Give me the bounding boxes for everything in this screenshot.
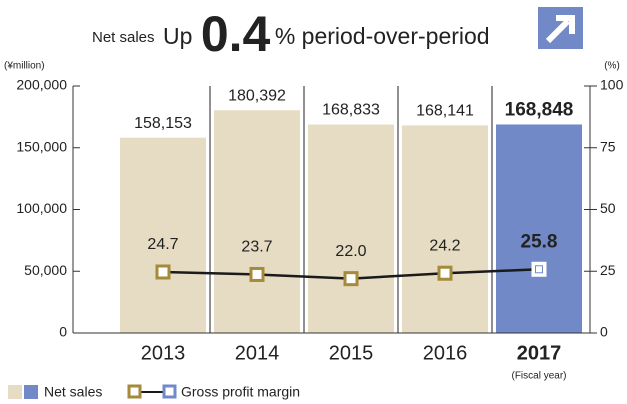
legend-marker-highlight <box>162 384 177 399</box>
margin-value-label: 22.0 <box>335 243 366 260</box>
bar <box>308 124 394 333</box>
x-tick-label: 2014 <box>235 342 280 364</box>
y-tick-label: 150,000 <box>16 138 67 154</box>
headline-figure: 0.4 <box>201 6 271 62</box>
headline-label: Net sales <box>92 29 155 46</box>
headline: Net sales Up 0.4 % period-over-period <box>92 6 490 62</box>
bar-value-label: 168,848 <box>505 99 574 120</box>
margin-value-label: 23.7 <box>241 239 272 256</box>
y2-tick-label: 50 <box>600 200 616 216</box>
y2-axis-label: (%) <box>604 61 620 72</box>
y2-tick-label: 0 <box>600 324 608 340</box>
y-tick-label: 0 <box>59 324 67 340</box>
y2-tick-label: 100 <box>600 77 624 93</box>
margin-value-label: 24.2 <box>429 237 460 254</box>
margin-marker <box>531 261 547 277</box>
bar-value-label: 168,141 <box>416 103 474 120</box>
x-tick-label: 2016 <box>423 342 468 364</box>
x-axis-label: (Fiscal year) <box>511 371 566 382</box>
margin-marker <box>343 271 359 287</box>
x-tick-label: 2017 <box>517 342 562 364</box>
margin-marker <box>155 264 171 280</box>
headline-suffix: % period-over-period <box>275 23 490 49</box>
legend-marker <box>127 384 142 399</box>
bar <box>214 110 300 333</box>
bar-value-label: 158,153 <box>134 115 192 132</box>
x-tick-label: 2013 <box>141 342 186 364</box>
y2-tick-label: 75 <box>600 138 616 154</box>
bar <box>120 137 206 333</box>
y2-tick-label: 25 <box>600 262 616 278</box>
headline-prefix: Up <box>163 23 192 49</box>
legend-label: Net sales <box>44 384 102 400</box>
margin-value-label: 24.7 <box>147 236 178 253</box>
bar-value-label: 180,392 <box>228 87 286 104</box>
legend-label: Gross profit margin <box>181 384 300 400</box>
legend-swatch-highlight <box>24 385 38 399</box>
margin-value-label: 25.8 <box>521 231 558 252</box>
y-tick-label: 100,000 <box>16 200 67 216</box>
margin-marker <box>249 266 265 282</box>
y-tick-label: 200,000 <box>16 77 67 93</box>
margin-marker <box>437 265 453 281</box>
x-tick-label: 2015 <box>329 342 374 364</box>
marker-core <box>535 265 543 274</box>
bar-value-label: 168,833 <box>322 102 380 119</box>
y-tick-label: 50,000 <box>24 262 67 278</box>
bar <box>496 124 582 333</box>
y-axis-label: (¥million) <box>4 61 45 72</box>
bar <box>402 125 488 334</box>
up-arrow-icon <box>538 7 583 49</box>
legend-swatch <box>8 385 22 399</box>
